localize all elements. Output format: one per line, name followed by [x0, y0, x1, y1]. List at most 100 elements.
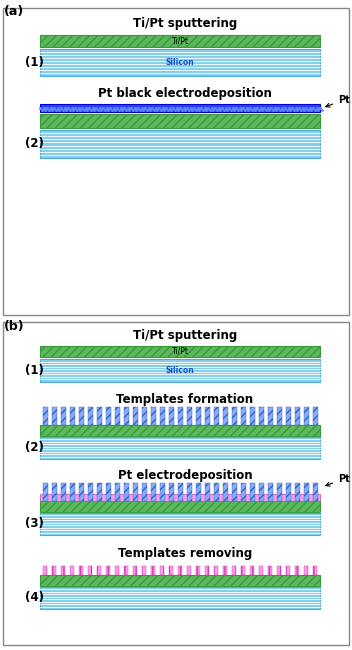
- Bar: [258, 407, 264, 425]
- Bar: [132, 407, 138, 425]
- Bar: [259, 566, 263, 575]
- Bar: [40, 359, 320, 382]
- Bar: [40, 587, 320, 609]
- Bar: [187, 407, 191, 425]
- Text: (3): (3): [25, 517, 43, 530]
- Bar: [3, 322, 349, 645]
- Bar: [232, 407, 237, 425]
- Bar: [214, 566, 218, 575]
- Bar: [40, 425, 320, 436]
- Bar: [240, 483, 245, 501]
- Bar: [295, 566, 299, 575]
- Text: Pt electrodeposition: Pt electrodeposition: [118, 469, 252, 482]
- Text: Templates removing: Templates removing: [118, 547, 252, 560]
- Bar: [250, 407, 254, 425]
- Text: Silicon: Silicon: [166, 58, 194, 67]
- Bar: [268, 566, 272, 575]
- Bar: [169, 407, 174, 425]
- Bar: [295, 407, 300, 425]
- Bar: [142, 407, 146, 425]
- Bar: [78, 483, 83, 501]
- Bar: [303, 483, 308, 501]
- Bar: [169, 483, 174, 501]
- Text: Pt: Pt: [326, 95, 350, 107]
- Bar: [88, 407, 93, 425]
- Text: Pt: Pt: [326, 474, 350, 486]
- Bar: [133, 566, 137, 575]
- Bar: [61, 483, 65, 501]
- Bar: [78, 407, 83, 425]
- Text: (2): (2): [25, 441, 43, 454]
- Bar: [43, 407, 48, 425]
- Bar: [303, 407, 308, 425]
- Bar: [285, 483, 290, 501]
- Bar: [124, 566, 128, 575]
- Bar: [285, 407, 290, 425]
- Bar: [52, 566, 56, 575]
- Bar: [268, 483, 272, 501]
- Bar: [43, 566, 47, 575]
- Bar: [114, 483, 119, 501]
- Bar: [69, 483, 75, 501]
- Bar: [250, 566, 254, 575]
- Bar: [196, 566, 200, 575]
- Bar: [40, 513, 320, 535]
- Bar: [40, 49, 320, 76]
- Bar: [51, 483, 57, 501]
- Bar: [151, 407, 156, 425]
- Bar: [40, 494, 320, 501]
- Bar: [232, 566, 236, 575]
- Bar: [106, 407, 111, 425]
- Bar: [177, 407, 182, 425]
- Bar: [114, 407, 119, 425]
- Bar: [61, 566, 65, 575]
- Bar: [222, 407, 227, 425]
- Text: (4): (4): [25, 592, 44, 604]
- Bar: [313, 483, 318, 501]
- Bar: [51, 407, 57, 425]
- Text: Ti/Pt: Ti/Pt: [171, 347, 189, 356]
- Bar: [43, 483, 48, 501]
- Bar: [304, 566, 308, 575]
- Bar: [96, 483, 101, 501]
- Text: (2): (2): [25, 138, 43, 151]
- Bar: [313, 407, 318, 425]
- Bar: [222, 483, 227, 501]
- Bar: [277, 566, 281, 575]
- Bar: [79, 566, 83, 575]
- Bar: [40, 130, 320, 158]
- Bar: [124, 407, 128, 425]
- Bar: [61, 407, 65, 425]
- Bar: [40, 104, 320, 112]
- Bar: [195, 483, 201, 501]
- Bar: [159, 407, 164, 425]
- Bar: [286, 566, 290, 575]
- Text: Ti/Pt: Ti/Pt: [171, 36, 189, 46]
- Bar: [40, 501, 320, 512]
- Bar: [313, 566, 317, 575]
- Bar: [70, 566, 74, 575]
- Bar: [205, 483, 209, 501]
- Bar: [88, 566, 92, 575]
- Bar: [40, 346, 320, 357]
- Bar: [187, 566, 191, 575]
- Text: Pt black electrodeposition: Pt black electrodeposition: [98, 86, 272, 99]
- Bar: [277, 407, 282, 425]
- Text: Ti/Pt sputtering: Ti/Pt sputtering: [133, 18, 237, 31]
- Bar: [241, 566, 245, 575]
- Bar: [159, 483, 164, 501]
- Bar: [3, 8, 349, 315]
- Bar: [214, 483, 219, 501]
- Bar: [40, 437, 320, 459]
- Bar: [160, 566, 164, 575]
- Bar: [214, 407, 219, 425]
- Bar: [88, 483, 93, 501]
- Bar: [142, 566, 146, 575]
- Bar: [295, 483, 300, 501]
- Bar: [96, 407, 101, 425]
- Bar: [40, 575, 320, 586]
- Bar: [195, 407, 201, 425]
- Bar: [97, 566, 101, 575]
- Text: Silicon: Silicon: [166, 366, 194, 375]
- Bar: [205, 407, 209, 425]
